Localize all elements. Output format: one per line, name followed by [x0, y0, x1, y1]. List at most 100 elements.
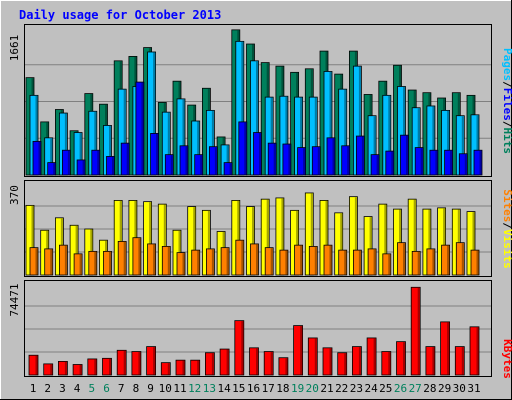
bar-kbytes — [72, 364, 83, 376]
bar-pages — [223, 162, 233, 176]
visits-legend: Sites/Visits — [501, 189, 512, 269]
day-label: 16 — [247, 382, 260, 395]
bar-sites — [132, 237, 142, 276]
bar-kbytes-fill — [160, 362, 171, 376]
bar-visits-shade — [428, 209, 431, 275]
bar-kbytes-shade — [182, 360, 185, 375]
bar-sites-fill — [191, 249, 201, 276]
legend-pages: Pages — [501, 48, 512, 81]
bar-sites — [279, 249, 289, 276]
bar-kbytes — [425, 346, 436, 376]
bar-visits-shade — [266, 199, 269, 275]
bar-sites — [308, 246, 318, 276]
bar-files-shade — [109, 125, 111, 175]
day-label: 11 — [173, 382, 186, 395]
bar-sites-shade — [138, 238, 141, 275]
bar-sites-fill — [147, 243, 157, 276]
bar-files-shade — [417, 108, 420, 175]
bar-files-shade — [197, 121, 200, 175]
day-label: 19 — [291, 382, 304, 395]
bar-pages — [341, 145, 351, 176]
bar-pages-fill — [150, 133, 160, 176]
day-label: 10 — [159, 382, 172, 395]
bar-kbytes — [204, 352, 215, 376]
bar-sites-fill — [470, 249, 480, 276]
bar-sites-fill — [367, 248, 377, 276]
bar-sites-shade — [167, 246, 170, 275]
bar-sites-shade — [329, 245, 332, 275]
bar-pages — [135, 81, 145, 176]
bar-kbytes-shade — [388, 352, 391, 375]
bar-pages-shade — [156, 133, 159, 175]
bar-visits-shade — [310, 193, 313, 275]
bar-pages-shade — [141, 82, 144, 175]
bar-kbytes-fill — [337, 352, 348, 376]
bar-visits-shade — [443, 208, 446, 275]
bar-pages-fill — [326, 137, 336, 176]
bar-pages — [385, 150, 395, 176]
bar-sites-fill — [250, 243, 259, 276]
bar-pages-fill — [282, 143, 292, 176]
bar-sites — [59, 244, 68, 276]
bar-kbytes-shade — [476, 327, 479, 375]
day-label: 17 — [262, 382, 275, 395]
bar-kbytes — [469, 326, 480, 376]
bar-sites-fill — [73, 253, 83, 276]
bar-pages-shade — [214, 147, 217, 175]
bar-kbytes-fill — [131, 351, 142, 376]
bar-sites-fill — [59, 244, 68, 276]
bar-sites-shade — [197, 250, 200, 275]
bar-sites — [294, 244, 304, 276]
bar-sites-shade — [256, 244, 258, 275]
bar-kbytes-shade — [256, 348, 258, 375]
day-label: 3 — [59, 382, 66, 395]
bar-pages — [355, 135, 365, 176]
bar-files-shade — [94, 111, 97, 175]
bar-sites-shade — [461, 243, 464, 275]
chart-title: Daily usage for October 2013 — [19, 8, 221, 22]
bar-sites — [176, 252, 186, 276]
bar-kbytes-fill — [454, 346, 465, 376]
bar-files-shade — [461, 116, 464, 175]
bar-files-shade — [388, 95, 391, 175]
bar-kbytes — [307, 337, 318, 376]
day-label: 13 — [203, 382, 216, 395]
bar-kbytes-fill — [249, 347, 259, 376]
bar-pages — [208, 146, 218, 176]
bar-sites-fill — [323, 244, 333, 276]
bar-kbytes-fill — [190, 359, 201, 376]
bar-kbytes — [219, 348, 230, 376]
visits-scale-label: 370 — [8, 185, 21, 205]
bar-pages — [326, 137, 336, 176]
bar-pages-shade — [450, 150, 453, 175]
bar-files-shade — [182, 99, 185, 175]
bar-pages — [311, 146, 321, 176]
bar-kbytes-shade — [344, 353, 347, 375]
bar-pages-shade — [406, 135, 408, 175]
bar-pages — [400, 134, 409, 176]
bar-sites-fill — [426, 248, 436, 276]
bar-sites-shade — [314, 246, 317, 275]
bar-visits-shade — [281, 198, 284, 275]
bar-kbytes — [87, 358, 98, 376]
bar-kbytes-fill — [219, 348, 230, 376]
bar-kbytes-shade — [461, 347, 464, 375]
bar-sites-fill — [308, 246, 318, 276]
bar-pages-fill — [429, 149, 439, 176]
bar-pages-shade — [347, 146, 350, 175]
bar-files-shade — [344, 89, 347, 175]
bar-pages — [32, 140, 42, 176]
bar-pages-shade — [479, 150, 482, 175]
bar-sites — [323, 244, 333, 276]
bar-pages-fill — [311, 146, 321, 176]
bar-pages-fill — [76, 159, 86, 176]
bar-files-shade — [476, 115, 479, 175]
bar-sites-fill — [220, 247, 230, 276]
bar-files-shade — [403, 86, 405, 175]
bar-sites-shade — [35, 248, 38, 275]
bar-kbytes — [440, 321, 451, 376]
bar-visits-shade — [369, 217, 372, 275]
bar-pages-shade — [97, 150, 100, 175]
bar-sites — [44, 248, 54, 276]
bar-kbytes-shade — [417, 287, 420, 375]
